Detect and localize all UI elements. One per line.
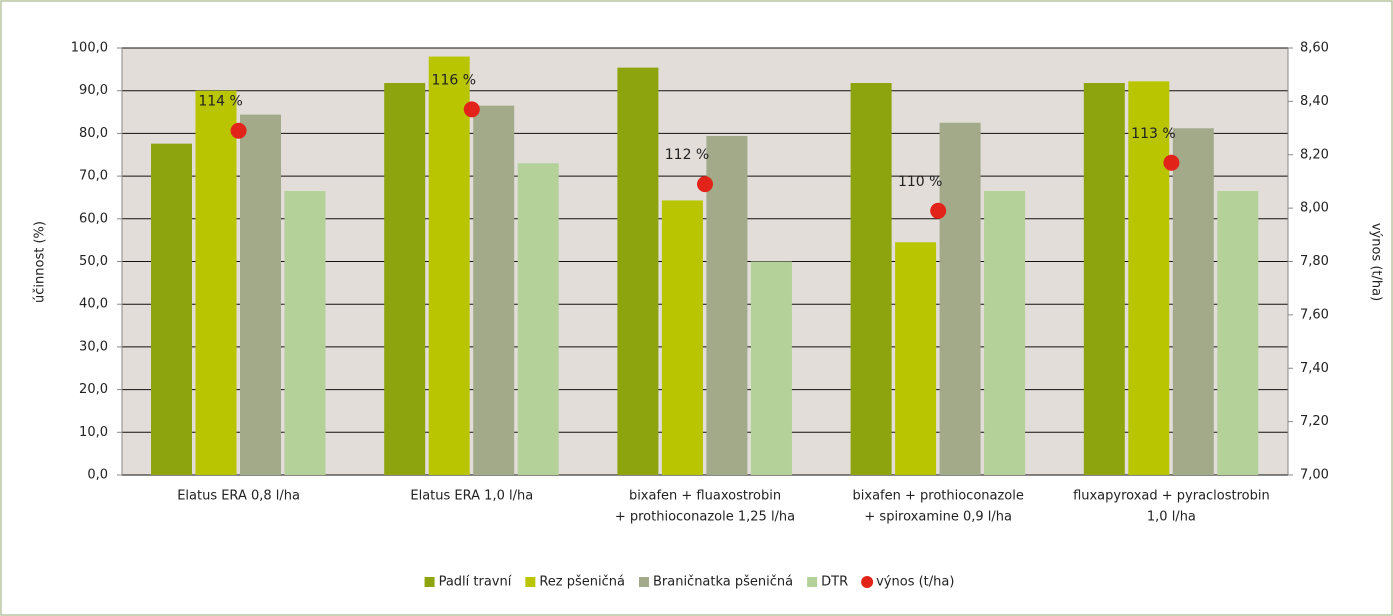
legend-swatch (807, 577, 818, 587)
y2-tick-label: 7,80 (1300, 254, 1329, 269)
bar (939, 122, 981, 475)
x-tick-label: fluxapyroxad + pyraclostrobin (1073, 489, 1270, 504)
y-tick-label: 10,0 (79, 425, 108, 440)
legend-label: Braničnatka pšeničná (653, 575, 793, 590)
y-axis-title: účinnost (%) (33, 221, 48, 303)
yield-point (463, 101, 480, 118)
bar (428, 56, 470, 475)
bar (517, 163, 559, 476)
yield-point (230, 122, 247, 139)
x-tick-label: bixafen + fluaxostrobin (629, 489, 781, 504)
legend-swatch (861, 576, 874, 588)
bar (473, 105, 515, 476)
legend-swatch (638, 577, 649, 587)
legend-label: Rez pšeničná (539, 575, 625, 590)
bar (706, 135, 748, 475)
y2-tick-label: 8,20 (1300, 147, 1329, 162)
bar (850, 83, 892, 475)
yield-point (930, 202, 947, 219)
bar (1217, 191, 1259, 476)
y-tick-label: 0,0 (87, 468, 108, 483)
bar (240, 114, 281, 475)
x-tick-label: 1,0 l/ha (1147, 510, 1196, 525)
bar (895, 242, 937, 475)
bar (661, 200, 703, 475)
x-tick-label: Elatus ERA 0,8 l/ha (177, 489, 300, 504)
bar (1172, 128, 1214, 475)
yield-point (1163, 154, 1180, 171)
y-tick-label: 50,0 (79, 254, 108, 269)
y-tick-label: 90,0 (79, 83, 108, 98)
bar (750, 261, 792, 475)
annotation: 116 % (432, 72, 476, 88)
legend-label: DTR (821, 575, 848, 590)
y-tick-label: 40,0 (79, 297, 108, 312)
annotation: 112 % (665, 147, 709, 163)
bar (195, 90, 237, 475)
legend-swatch (525, 577, 536, 587)
y-tick-label: 20,0 (79, 382, 108, 397)
x-tick-label: bixafen + prothioconazole (853, 489, 1024, 504)
y2-tick-label: 8,40 (1300, 94, 1329, 109)
legend-swatch (424, 577, 435, 587)
bar (284, 191, 326, 476)
bar (984, 191, 1026, 476)
yield-point (697, 176, 713, 193)
x-tick-label: + spiroxamine 0,9 l/ha (864, 510, 1012, 525)
y2-tick-label: 8,00 (1300, 201, 1329, 216)
y-tick-label: 70,0 (79, 169, 108, 184)
x-tick-label: Elatus ERA 1,0 l/ha (410, 489, 533, 504)
y-tick-label: 80,0 (79, 126, 108, 141)
y-tick-label: 100,0 (71, 41, 108, 56)
y2-tick-label: 7,60 (1300, 307, 1329, 322)
legend-label: Padlí travní (439, 575, 512, 590)
bar (617, 67, 659, 475)
y2-tick-label: 7,40 (1300, 361, 1329, 376)
bar (384, 83, 426, 475)
x-tick-label: + prothioconazole 1,25 l/ha (615, 510, 795, 525)
y-tick-label: 30,0 (79, 339, 108, 354)
legend-label: výnos (t/ha) (876, 575, 954, 590)
annotation: 110 % (898, 174, 942, 190)
bar (1083, 83, 1125, 475)
bar (1128, 81, 1170, 475)
y2-axis-title: výnos (t/ha) (1369, 223, 1384, 301)
y2-tick-label: 7,20 (1300, 414, 1329, 429)
y2-tick-label: 8,60 (1300, 41, 1329, 56)
bar (151, 143, 192, 475)
y-tick-label: 60,0 (79, 211, 108, 226)
y2-tick-label: 7,00 (1300, 468, 1329, 483)
annotation: 113 % (1131, 126, 1175, 142)
annotation: 114 % (198, 94, 242, 110)
